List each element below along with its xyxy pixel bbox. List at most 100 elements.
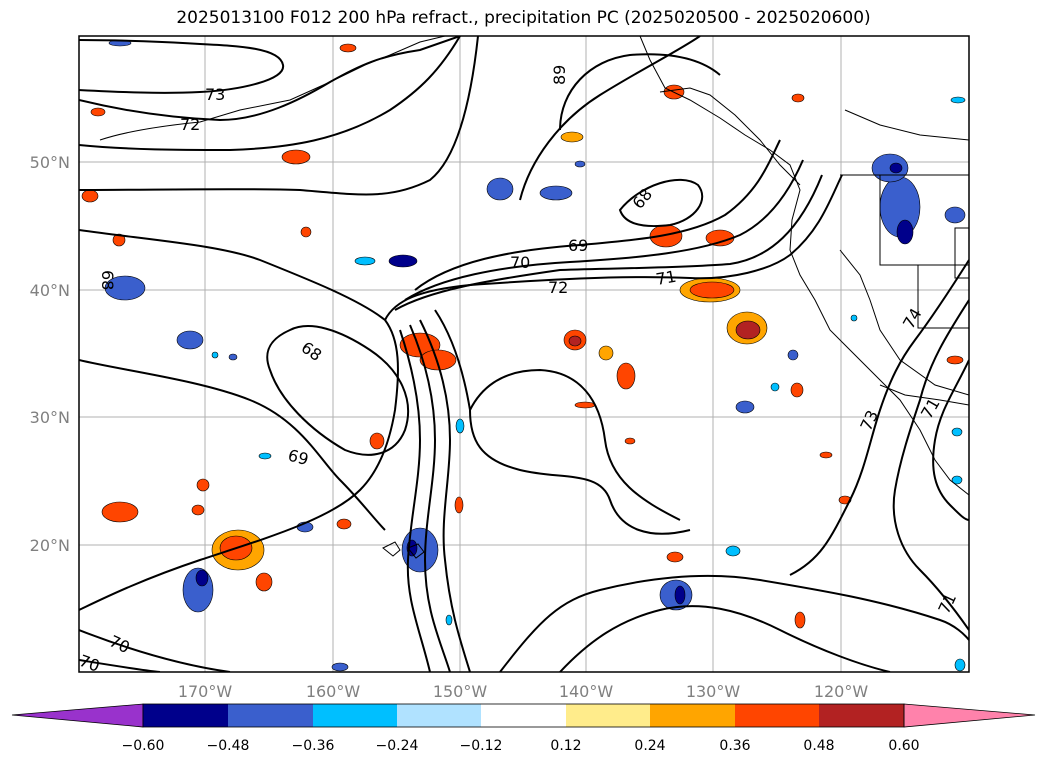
precip-patch: [624, 437, 636, 445]
precip-patch: [228, 353, 238, 361]
precip-patch: [794, 611, 806, 629]
contour-68-pocket: [266, 325, 410, 456]
colorbar-segment: [313, 704, 397, 727]
island-hawaii: [382, 541, 401, 557]
precip-patch: [689, 281, 735, 299]
lon-label-140w: 140°W: [559, 682, 614, 701]
precip-patch: [196, 478, 210, 492]
island-hawaii: [407, 543, 425, 559]
contour-71-south: [499, 574, 969, 672]
colorbar-segment: [819, 704, 904, 727]
refractivity-contours: [79, 36, 969, 672]
precip-patch: [211, 351, 219, 359]
precip-patch: [770, 382, 780, 392]
colorbar-tick: 0.48: [803, 738, 834, 754]
precip-negative-patches: [104, 39, 966, 672]
map-title: 2025013100 F012 200 hPa refract., precip…: [176, 8, 871, 28]
lat-label-30n: 30°N: [30, 408, 70, 427]
colorbar-tick: −0.24: [376, 738, 419, 754]
lat-label-40n: 40°N: [30, 281, 70, 300]
precip-patch: [560, 131, 584, 143]
contour-72-central: [384, 174, 843, 321]
precip-patch: [946, 355, 964, 365]
border-state: [844, 109, 969, 141]
precip-patch: [725, 545, 741, 557]
contour-label: 72: [548, 278, 568, 297]
colorbar-segment: [228, 704, 313, 727]
contour-73-east: [892, 299, 969, 631]
contour-72-south: [434, 309, 681, 521]
precip-patch: [255, 572, 273, 592]
precip-patch: [568, 335, 582, 347]
precip-patch: [951, 427, 963, 437]
contour-71-east: [932, 359, 969, 521]
precip-patch: [896, 219, 914, 245]
colorbar-outline: [142, 703, 905, 728]
border-state: [839, 249, 969, 396]
map-border: [78, 35, 970, 673]
precip-patch: [90, 107, 106, 117]
precip-patch: [889, 162, 903, 174]
precip-positive-patches: [81, 43, 964, 629]
colorbar-tick: 0.60: [888, 738, 919, 754]
precip-patch: [950, 96, 966, 104]
coastline-alaska-panhandle: [659, 87, 801, 186]
colorbar-extend-left: [11, 703, 144, 728]
precip-patch: [336, 518, 352, 530]
contour-trough-1: [399, 329, 431, 672]
contour-label: 69: [286, 446, 311, 470]
contour-70-central: [404, 159, 804, 301]
precip-patch: [954, 658, 966, 672]
precip-patch: [598, 345, 614, 361]
colorbar-segment: [566, 704, 650, 727]
colorbar-tick: −0.12: [460, 738, 503, 754]
contour-74-east: [789, 259, 969, 576]
contour-69-west: [79, 229, 399, 611]
precip-patch: [81, 189, 99, 203]
precip-patch: [850, 314, 858, 322]
lat-label-50n: 50°N: [30, 153, 70, 172]
precip-patch: [574, 401, 596, 409]
contour-label: 70: [510, 253, 530, 272]
contour-68-central: [618, 178, 704, 228]
precip-patch: [104, 275, 146, 301]
colorbar-tick: 0.12: [550, 738, 581, 754]
contour-69-central: [414, 139, 781, 291]
precip-patch: [539, 185, 573, 201]
precip-patch: [674, 585, 686, 605]
precip-patch: [101, 501, 139, 523]
contour-68-northern: [559, 53, 721, 131]
precip-patch: [195, 569, 209, 587]
precip-patch: [419, 349, 457, 371]
contour-label: 71: [654, 267, 677, 289]
contour-70-north: [79, 36, 479, 196]
precip-patch: [176, 330, 204, 350]
precip-patch: [281, 149, 311, 165]
precip-patch: [616, 362, 636, 390]
precip-patch: [339, 43, 357, 53]
colorbar-tick: −0.60: [122, 738, 165, 754]
colorbar-segment: [481, 704, 566, 727]
precip-patch: [666, 551, 684, 563]
border-state: [954, 227, 969, 279]
colorbar-segment: [397, 704, 481, 727]
contour-label: 72: [180, 115, 200, 134]
precip-patch: [191, 504, 205, 516]
colorbar-tick: −0.36: [292, 738, 335, 754]
lon-label-170w: 170°W: [178, 682, 233, 701]
colorbar-extend-right: [903, 703, 1036, 728]
contour-trough-2: [409, 324, 451, 672]
precip-patch: [445, 614, 453, 626]
contour-70-sw: [79, 629, 231, 672]
precip-patch: [112, 233, 126, 247]
precip-patch: [790, 382, 804, 398]
precip-patch: [951, 475, 963, 485]
precip-patch: [258, 452, 272, 460]
lon-label-160w: 160°W: [306, 682, 361, 701]
contour-trough-3: [419, 319, 471, 672]
colorbar-tick: 0.36: [719, 738, 750, 754]
contour-73: [79, 39, 285, 94]
precip-patch: [574, 160, 586, 168]
contour-69-northern: [519, 36, 701, 201]
